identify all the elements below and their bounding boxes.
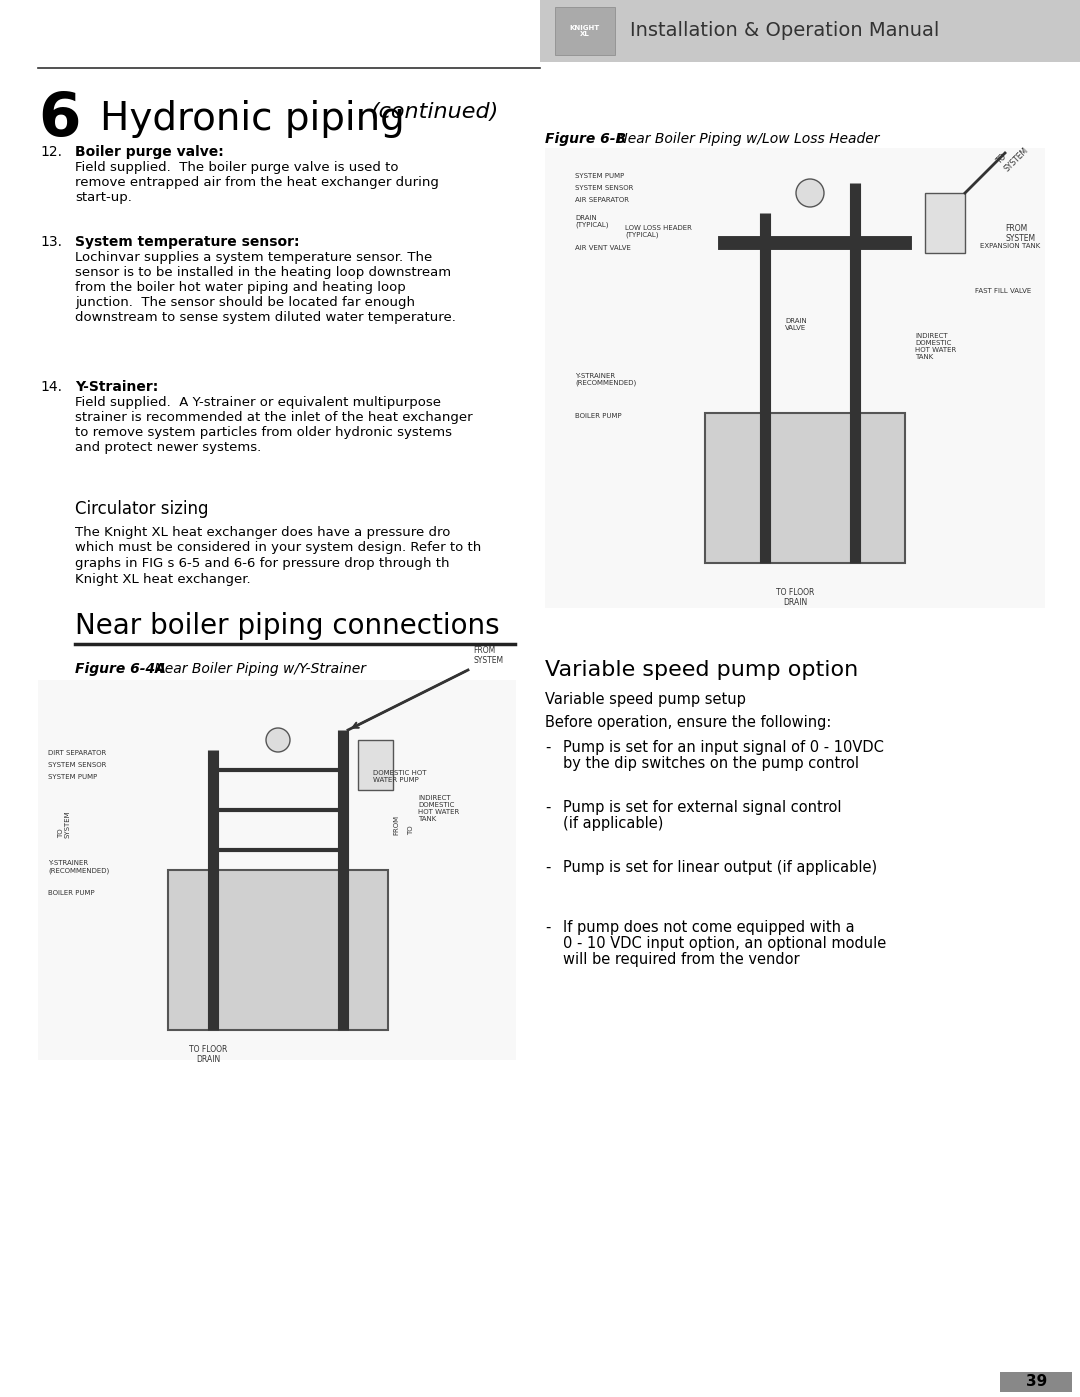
Text: remove entrapped air from the heat exchanger during: remove entrapped air from the heat excha… — [75, 176, 438, 189]
Text: which must be considered in your system design. Refer to th: which must be considered in your system … — [75, 542, 482, 555]
Text: Variable speed pump setup: Variable speed pump setup — [545, 692, 746, 707]
Text: Installation & Operation Manual: Installation & Operation Manual — [630, 21, 940, 41]
Text: SYSTEM PUMP: SYSTEM PUMP — [48, 774, 97, 780]
Text: Boiler purge valve:: Boiler purge valve: — [75, 145, 224, 159]
Text: TO
SYSTEM: TO SYSTEM — [995, 138, 1030, 173]
Text: BOILER PUMP: BOILER PUMP — [48, 890, 95, 895]
Text: LOW LOSS HEADER
(TYPICAL): LOW LOSS HEADER (TYPICAL) — [625, 225, 692, 237]
Text: 39: 39 — [1026, 1375, 1048, 1390]
Text: Field supplied.  The boiler purge valve is used to: Field supplied. The boiler purge valve i… — [75, 161, 399, 175]
Text: Near Boiler Piping w/Low Loss Header: Near Boiler Piping w/Low Loss Header — [613, 131, 879, 147]
Text: TO: TO — [408, 826, 414, 834]
Circle shape — [266, 728, 291, 752]
Text: DIRT SEPARATOR: DIRT SEPARATOR — [48, 750, 106, 756]
Text: INDIRECT
DOMESTIC
HOT WATER
TANK: INDIRECT DOMESTIC HOT WATER TANK — [915, 332, 956, 360]
Bar — [1000, 1372, 1072, 1391]
Text: FAST FILL VALVE: FAST FILL VALVE — [975, 288, 1031, 293]
Text: Figure 6-B: Figure 6-B — [545, 131, 626, 147]
Text: TO FLOOR
DRAIN: TO FLOOR DRAIN — [189, 1045, 227, 1065]
Text: The Knight XL heat exchanger does have a pressure dro: The Knight XL heat exchanger does have a… — [75, 527, 450, 539]
Text: Field supplied.  A Y-strainer or equivalent multipurpose: Field supplied. A Y-strainer or equivale… — [75, 395, 441, 409]
Text: KNIGHT
XL: KNIGHT XL — [570, 25, 600, 38]
Text: Before operation, ensure the following:: Before operation, ensure the following: — [545, 715, 832, 731]
Text: DRAIN
(TYPICAL): DRAIN (TYPICAL) — [575, 215, 608, 229]
Text: (continued): (continued) — [370, 102, 498, 122]
Text: INDIRECT
DOMESTIC
HOT WATER
TANK: INDIRECT DOMESTIC HOT WATER TANK — [418, 795, 459, 821]
Text: Knight XL heat exchanger.: Knight XL heat exchanger. — [75, 573, 251, 585]
Text: Variable speed pump option: Variable speed pump option — [545, 659, 859, 680]
Text: 6: 6 — [38, 89, 81, 149]
Text: FROM: FROM — [393, 814, 399, 835]
Text: AIR SEPARATOR: AIR SEPARATOR — [575, 197, 629, 203]
Bar — [38, 680, 516, 1060]
Text: Pump is set for linear output (if applicable): Pump is set for linear output (if applic… — [563, 861, 877, 875]
Text: Pump is set for an input signal of 0 - 10VDC: Pump is set for an input signal of 0 - 1… — [563, 740, 883, 754]
Text: Figure 6-4A: Figure 6-4A — [75, 662, 166, 676]
Text: FROM
SYSTEM: FROM SYSTEM — [1005, 224, 1035, 243]
Text: DRAIN
VALVE: DRAIN VALVE — [785, 319, 807, 331]
Text: junction.  The sensor should be located far enough: junction. The sensor should be located f… — [75, 296, 415, 309]
Text: Y-STRAINER
(RECOMMENDED): Y-STRAINER (RECOMMENDED) — [575, 373, 636, 387]
Bar — [357, 740, 393, 789]
Text: graphs in FIG s 6-5 and 6-6 for pressure drop through th: graphs in FIG s 6-5 and 6-6 for pressure… — [75, 557, 449, 570]
Text: (if applicable): (if applicable) — [563, 816, 663, 831]
Text: strainer is recommended at the inlet of the heat exchanger: strainer is recommended at the inlet of … — [75, 411, 473, 425]
Text: TO FLOOR
DRAIN: TO FLOOR DRAIN — [775, 588, 814, 608]
Text: Y-STRAINER
(RECOMMENDED): Y-STRAINER (RECOMMENDED) — [48, 861, 109, 873]
Text: and protect newer systems.: and protect newer systems. — [75, 441, 261, 454]
Circle shape — [796, 179, 824, 207]
Text: Pump is set for external signal control: Pump is set for external signal control — [563, 800, 841, 814]
Text: start-up.: start-up. — [75, 191, 132, 204]
Text: to remove system particles from older hydronic systems: to remove system particles from older hy… — [75, 426, 453, 439]
Bar — [540, 0, 1080, 61]
Text: from the boiler hot water piping and heating loop: from the boiler hot water piping and hea… — [75, 281, 406, 293]
Text: downstream to sense system diluted water temperature.: downstream to sense system diluted water… — [75, 312, 456, 324]
Text: -: - — [545, 861, 551, 875]
Text: EXPANSION TANK: EXPANSION TANK — [980, 243, 1040, 249]
Text: AIR VENT VALVE: AIR VENT VALVE — [575, 244, 631, 251]
Text: SYSTEM SENSOR: SYSTEM SENSOR — [48, 761, 106, 768]
Bar — [924, 193, 966, 253]
Text: will be required from the vendor: will be required from the vendor — [563, 951, 799, 967]
Bar — [705, 414, 905, 563]
Text: SYSTEM PUMP: SYSTEM PUMP — [575, 173, 624, 179]
Text: -: - — [545, 921, 551, 935]
Text: DOMESTIC HOT
WATER PUMP: DOMESTIC HOT WATER PUMP — [373, 770, 427, 782]
Text: 13.: 13. — [40, 235, 62, 249]
Text: Hydronic piping: Hydronic piping — [100, 101, 405, 138]
Text: Circulator sizing: Circulator sizing — [75, 500, 208, 518]
Text: FROM
SYSTEM: FROM SYSTEM — [473, 645, 503, 665]
Text: sensor is to be installed in the heating loop downstream: sensor is to be installed in the heating… — [75, 265, 451, 279]
Text: Y-Strainer:: Y-Strainer: — [75, 380, 159, 394]
Text: Near boiler piping connections: Near boiler piping connections — [75, 612, 500, 640]
Text: Lochinvar supplies a system temperature sensor. The: Lochinvar supplies a system temperature … — [75, 251, 432, 264]
Text: by the dip switches on the pump control: by the dip switches on the pump control — [563, 756, 859, 771]
Text: 14.: 14. — [40, 380, 62, 394]
Text: SYSTEM SENSOR: SYSTEM SENSOR — [575, 184, 633, 191]
Text: BOILER PUMP: BOILER PUMP — [575, 414, 622, 419]
Bar — [555, 7, 615, 54]
Text: System temperature sensor:: System temperature sensor: — [75, 235, 299, 249]
Text: -: - — [545, 800, 551, 814]
Bar — [168, 870, 388, 1030]
Text: Near Boiler Piping w/Y-Strainer: Near Boiler Piping w/Y-Strainer — [150, 662, 366, 676]
Text: 12.: 12. — [40, 145, 62, 159]
Text: If pump does not come equipped with a: If pump does not come equipped with a — [563, 921, 854, 935]
Bar — [545, 148, 1045, 608]
Text: 0 - 10 VDC input option, an optional module: 0 - 10 VDC input option, an optional mod… — [563, 936, 887, 951]
Text: -: - — [545, 740, 551, 754]
Text: TO
SYSTEM: TO SYSTEM — [58, 810, 71, 838]
